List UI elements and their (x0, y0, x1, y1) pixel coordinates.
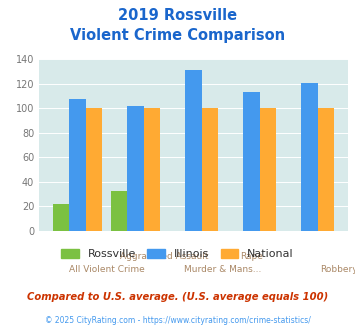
Bar (53, 204, 69, 231)
Text: © 2025 CityRating.com - https://www.cityrating.com/crime-statistics/: © 2025 CityRating.com - https://www.city… (45, 316, 310, 325)
Bar (143, 109, 160, 231)
Bar (111, 190, 127, 231)
Text: 2019 Rossville: 2019 Rossville (118, 8, 237, 23)
Bar (69, 99, 86, 231)
Text: Violent Crime Comparison: Violent Crime Comparison (70, 28, 285, 43)
Bar (86, 109, 102, 231)
Text: Robbery: Robbery (320, 265, 355, 274)
Text: Compared to U.S. average. (U.S. average equals 100): Compared to U.S. average. (U.S. average … (27, 292, 328, 302)
Text: Rape: Rape (240, 252, 263, 261)
Bar (202, 109, 218, 231)
Text: All Violent Crime: All Violent Crime (69, 265, 144, 274)
Bar (301, 83, 318, 231)
Legend: Rossville, Illinois, National: Rossville, Illinois, National (57, 244, 298, 263)
Bar (185, 70, 202, 231)
Text: Aggravated Assault: Aggravated Assault (120, 252, 209, 261)
Text: Murder & Mans...: Murder & Mans... (184, 265, 261, 274)
Bar (244, 92, 260, 231)
Bar (318, 109, 334, 231)
Bar (260, 109, 276, 231)
Bar (127, 106, 143, 231)
